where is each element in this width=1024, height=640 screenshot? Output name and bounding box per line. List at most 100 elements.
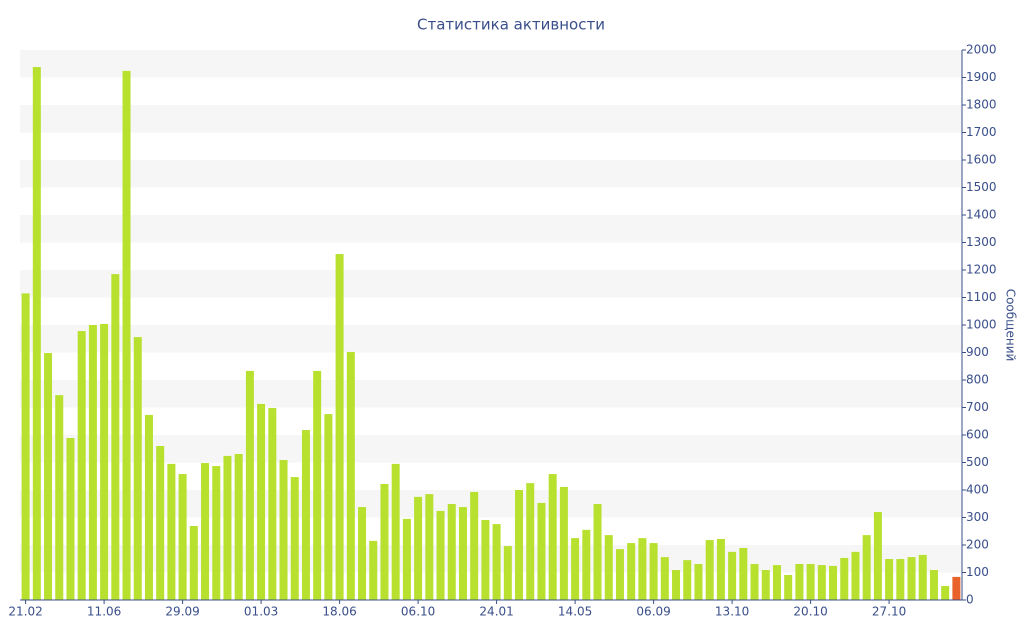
bar: [952, 576, 961, 600]
bar: [615, 549, 624, 600]
y-tick-label: 1900: [966, 70, 997, 84]
y-tick-label: 200: [966, 538, 989, 552]
grid-band: [20, 160, 962, 188]
bar: [885, 559, 894, 600]
x-tick-label: 18.06: [322, 605, 356, 619]
bar: [638, 538, 647, 600]
y-tick-label: 1100: [966, 290, 997, 304]
bar: [627, 543, 636, 600]
bar: [447, 504, 456, 600]
bar: [212, 466, 221, 600]
y-tick-label: 1700: [966, 125, 997, 139]
bar: [739, 548, 748, 600]
bar: [851, 551, 860, 600]
grid-band: [20, 545, 962, 573]
x-tick-label: 24.01: [479, 605, 513, 619]
bar: [189, 526, 198, 600]
bar: [660, 557, 669, 600]
bar: [167, 463, 176, 600]
x-tick-label: 14.05: [558, 605, 592, 619]
bar: [268, 408, 277, 600]
bar: [470, 491, 479, 600]
chart-title: Статистика активности: [417, 16, 605, 34]
bar: [716, 538, 725, 600]
bar: [941, 585, 950, 600]
y-tick-label: 500: [966, 455, 989, 469]
grid-band: [20, 50, 962, 78]
y-tick-label: 300: [966, 510, 989, 524]
y-tick-label: 600: [966, 428, 989, 442]
bar: [537, 502, 546, 600]
bar: [279, 460, 288, 600]
y-tick-label: 1600: [966, 153, 997, 167]
bar: [88, 325, 97, 600]
y-tick-label: 400: [966, 483, 989, 497]
bar: [402, 518, 411, 600]
bar: [873, 512, 882, 600]
bar: [324, 414, 333, 600]
bar: [66, 438, 75, 600]
y-tick-label: 100: [966, 565, 989, 579]
grid-band: [20, 490, 962, 518]
bar: [795, 563, 804, 600]
x-tick-label: 01.03: [244, 605, 278, 619]
bar: [111, 274, 120, 600]
bar: [705, 540, 714, 600]
bar: [346, 351, 355, 600]
x-tick-label: 06.09: [636, 605, 670, 619]
bar: [750, 563, 759, 600]
x-tick-label: 13.10: [715, 605, 749, 619]
bar: [896, 559, 905, 600]
bar: [929, 570, 938, 600]
bar: [32, 67, 41, 601]
bar: [335, 254, 344, 601]
grid-band: [20, 270, 962, 298]
bar: [559, 486, 568, 600]
bar: [548, 474, 557, 600]
bar: [829, 565, 838, 600]
bar: [907, 557, 916, 600]
y-tick-label: 2000: [966, 43, 997, 57]
y-tick-label: 1500: [966, 180, 997, 194]
bar: [178, 474, 187, 600]
bar: [21, 293, 30, 600]
bar: [313, 370, 322, 600]
bar: [728, 551, 737, 600]
bar: [144, 414, 153, 600]
bar: [515, 490, 524, 600]
bar: [122, 70, 131, 600]
grid-band: [20, 215, 962, 243]
bar: [380, 483, 389, 600]
bar: [301, 430, 310, 600]
bar: [683, 560, 692, 600]
bar: [201, 463, 210, 600]
bar: [604, 535, 613, 600]
grid-band: [20, 105, 962, 133]
x-tick-label: 27.10: [872, 605, 906, 619]
bar: [55, 395, 64, 600]
bar: [391, 463, 400, 600]
bar: [245, 370, 254, 600]
bar: [918, 554, 927, 600]
bar: [44, 353, 53, 600]
bar: [436, 510, 445, 600]
bar: [503, 546, 512, 600]
bar: [133, 337, 142, 600]
bar: [100, 323, 109, 600]
grid-band: [20, 435, 962, 463]
bar: [694, 563, 703, 600]
bar: [840, 557, 849, 600]
bar: [817, 565, 826, 600]
x-tick-label: 11.06: [87, 605, 121, 619]
bar: [761, 570, 770, 600]
y-tick-label: 1000: [966, 318, 997, 332]
bar: [481, 519, 490, 600]
bar: [784, 574, 793, 600]
x-tick-label: 29.09: [165, 605, 199, 619]
x-tick-label: 21.02: [8, 605, 42, 619]
y-tick-label: 700: [966, 400, 989, 414]
bar: [492, 524, 501, 600]
y-tick-label: 1200: [966, 263, 997, 277]
